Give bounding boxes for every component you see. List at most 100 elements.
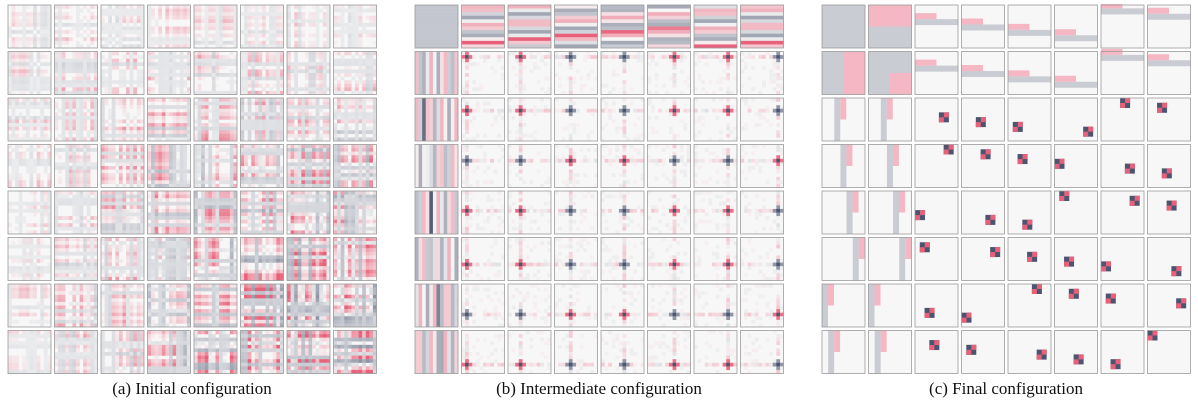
- tile-r5-c5: [240, 237, 284, 281]
- tile-r4-c1: [461, 190, 505, 235]
- tile-r1-c2: [507, 51, 552, 95]
- tile-grid-intermediate: [414, 4, 784, 374]
- tile-r5-c2: [100, 237, 145, 281]
- tile-r4-c0: [821, 190, 866, 235]
- tile-r3-c0: [414, 144, 459, 188]
- tile-r5-c2: [507, 237, 552, 281]
- tile-r1-c7: [1147, 51, 1191, 95]
- tile-r2-c1: [868, 97, 912, 142]
- tile-r3-c7: [1147, 144, 1191, 188]
- tile-r4-c5: [240, 190, 284, 235]
- tile-r0-c3: [147, 4, 191, 49]
- tile-r0-c2: [914, 4, 959, 49]
- tile-r6-c3: [961, 283, 1005, 328]
- tile-r3-c1: [461, 144, 505, 188]
- tile-r4-c6: [286, 190, 331, 235]
- tile-r2-c4: [1007, 97, 1052, 142]
- tile-r3-c6: [693, 144, 738, 188]
- tile-r5-c5: [647, 237, 691, 281]
- tile-r4-c0: [7, 190, 52, 235]
- tile-r7-c4: [600, 330, 645, 374]
- tile-r5-c1: [461, 237, 505, 281]
- tile-r5-c4: [1007, 237, 1052, 281]
- tile-r0-c4: [193, 4, 238, 49]
- tile-r0-c6: [693, 4, 738, 49]
- tile-r2-c4: [193, 97, 238, 142]
- tile-r6-c7: [1147, 283, 1191, 328]
- tile-r6-c2: [507, 283, 552, 328]
- tile-r7-c1: [54, 330, 98, 374]
- tile-r3-c3: [147, 144, 191, 188]
- tile-r3-c7: [740, 144, 784, 188]
- tile-r6-c1: [54, 283, 98, 328]
- tile-r6-c1: [868, 283, 912, 328]
- tile-r3-c1: [54, 144, 98, 188]
- tile-r1-c5: [1054, 51, 1098, 95]
- tile-r7-c3: [961, 330, 1005, 374]
- tile-r4-c5: [647, 190, 691, 235]
- tile-r1-c1: [461, 51, 505, 95]
- caption-initial: (a) Initial configuration: [112, 379, 272, 398]
- tile-r1-c7: [333, 51, 377, 95]
- panel-final: [821, 4, 1191, 374]
- tile-r2-c0: [414, 97, 459, 142]
- tile-r5-c6: [1100, 237, 1145, 281]
- tile-r3-c4: [1007, 144, 1052, 188]
- tile-r6-c0: [414, 283, 459, 328]
- tile-r5-c3: [147, 237, 191, 281]
- tile-r7-c3: [147, 330, 191, 374]
- tile-r0-c6: [286, 4, 331, 49]
- tile-r6-c7: [740, 283, 784, 328]
- tile-r2-c6: [693, 97, 738, 142]
- tile-r7-c0: [821, 330, 866, 374]
- tile-r7-c0: [414, 330, 459, 374]
- tile-r4-c7: [333, 190, 377, 235]
- tile-r4-c1: [54, 190, 98, 235]
- tile-r4-c2: [914, 190, 959, 235]
- tile-r2-c4: [600, 97, 645, 142]
- tile-r2-c0: [7, 97, 52, 142]
- tile-r2-c3: [554, 97, 598, 142]
- panel-initial: [7, 4, 377, 374]
- tile-r4-c7: [1147, 190, 1191, 235]
- tile-r6-c1: [461, 283, 505, 328]
- tile-r0-c1: [461, 4, 505, 49]
- tile-r3-c3: [961, 144, 1005, 188]
- tile-r6-c7: [333, 283, 377, 328]
- tile-r2-c1: [54, 97, 98, 142]
- tile-r5-c4: [193, 237, 238, 281]
- tile-r1-c0: [821, 51, 866, 95]
- tile-r3-c1: [868, 144, 912, 188]
- tile-r6-c5: [240, 283, 284, 328]
- tile-r0-c2: [507, 4, 552, 49]
- tile-r0-c5: [240, 4, 284, 49]
- tile-r6-c3: [554, 283, 598, 328]
- tile-r7-c6: [286, 330, 331, 374]
- tile-r5-c0: [821, 237, 866, 281]
- tile-r1-c6: [286, 51, 331, 95]
- tile-r3-c2: [914, 144, 959, 188]
- tile-r5-c7: [740, 237, 784, 281]
- tile-r4-c5: [1054, 190, 1098, 235]
- tile-r2-c5: [240, 97, 284, 142]
- tile-grid-initial: [7, 4, 377, 374]
- tile-r1-c3: [961, 51, 1005, 95]
- tile-r4-c7: [740, 190, 784, 235]
- tile-r4-c4: [600, 190, 645, 235]
- tile-r3-c2: [507, 144, 552, 188]
- tile-r0-c4: [600, 4, 645, 49]
- tile-r0-c3: [554, 4, 598, 49]
- tile-r1-c4: [600, 51, 645, 95]
- tile-r3-c5: [240, 144, 284, 188]
- tile-r4-c1: [868, 190, 912, 235]
- tile-r4-c6: [693, 190, 738, 235]
- tile-r3-c6: [1100, 144, 1145, 188]
- tile-r7-c5: [1054, 330, 1098, 374]
- tile-r3-c0: [7, 144, 52, 188]
- tile-r4-c4: [1007, 190, 1052, 235]
- tile-r0-c0: [414, 4, 459, 49]
- tile-r0-c5: [1054, 4, 1098, 49]
- tile-r4-c2: [507, 190, 552, 235]
- tile-r6-c2: [914, 283, 959, 328]
- tile-r3-c6: [286, 144, 331, 188]
